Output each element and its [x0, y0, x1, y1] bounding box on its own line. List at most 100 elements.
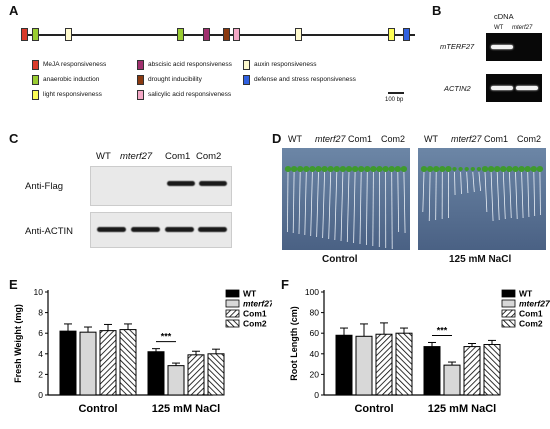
panel-label-c: C: [9, 131, 19, 146]
wb-band: [167, 181, 195, 186]
plate-nacl: [418, 148, 546, 250]
panel-label-b: B: [432, 3, 442, 18]
gel-band: [516, 86, 538, 90]
wb-lane-com1: Com1: [165, 151, 191, 162]
legend-swatch: [225, 309, 240, 318]
y-axis-label: Fresh Weight (mg): [13, 304, 23, 383]
bar-mterf27: [355, 335, 373, 396]
y-tick-label: 100: [305, 287, 319, 297]
seedling: [420, 166, 428, 213]
plate-lane-label: Com1: [484, 134, 509, 144]
seedling: [500, 166, 507, 220]
legend-label: Com2: [519, 319, 543, 329]
wb-band: [97, 227, 126, 232]
plate-lane-label: mterf27: [315, 134, 346, 144]
gel-row-mterf27: mTERF27: [440, 42, 475, 51]
legend-label: WT: [519, 289, 533, 299]
scale-bar-label: 100 bp: [385, 97, 404, 103]
legend-swatch: [137, 75, 144, 85]
gel-lane-mterf27: mterf27: [512, 25, 533, 31]
seedling: [315, 166, 322, 238]
bar-com1: [99, 330, 117, 396]
seedling: [394, 166, 401, 233]
cis-element-box: [403, 28, 410, 41]
panel-label-f: F: [281, 277, 289, 292]
gel-mterf27: [486, 33, 542, 61]
seedling: [303, 166, 310, 236]
seedling: [518, 166, 525, 219]
legend-swatch: [501, 319, 516, 328]
bar-wt: [59, 330, 77, 396]
plate-caption-control: Control: [322, 254, 358, 265]
seedling: [476, 167, 482, 192]
legend-swatch: [137, 90, 144, 100]
y-tick-label: 20: [310, 369, 320, 379]
cis-element-box: [65, 28, 72, 41]
cis-element-box: [233, 28, 240, 41]
y-tick-label: 40: [310, 349, 320, 359]
y-tick-label: 80: [310, 308, 320, 318]
legend-swatch: [32, 90, 39, 100]
wb-flag-membrane: [90, 166, 232, 206]
bar-com1: [375, 333, 393, 396]
panel-label-e: E: [9, 277, 18, 292]
seedling-drawing: [284, 166, 544, 250]
legend-swatch: [32, 75, 39, 85]
legend-swatch: [225, 299, 240, 308]
wb-band: [198, 227, 227, 232]
seedling: [530, 166, 537, 217]
cis-element-box: [32, 28, 39, 41]
legend-swatch: [32, 60, 39, 70]
seedling: [512, 166, 519, 220]
chart-root-length: 0 20 40 60 80 100 Root Length (cm) Control 125 m…: [289, 287, 550, 415]
panel-label-d: D: [272, 131, 282, 146]
legend-label: abscisic acid responsiveness: [148, 61, 232, 68]
legend-swatch: [225, 289, 240, 298]
y-tick-label: 10: [34, 287, 44, 297]
legend-label: WT: [243, 289, 257, 299]
category-label: 125 mM NaCl: [428, 403, 496, 415]
bar-mterf27: [167, 365, 185, 396]
plate-control: [282, 148, 410, 250]
legend-label: Com1: [519, 309, 543, 319]
legend-swatch: [501, 289, 516, 298]
bar-com1: [463, 346, 481, 396]
cdna-header: cDNA: [494, 12, 514, 21]
gel-lane-wt: WT: [494, 25, 504, 31]
bar-com2: [207, 353, 225, 396]
y-axis-label: Root Length (cm): [289, 306, 299, 381]
seedling: [439, 166, 446, 220]
wb-actin-membrane: [90, 212, 232, 248]
gel-band: [491, 45, 513, 49]
bar-mterf27: [79, 331, 97, 396]
seedling: [351, 166, 359, 244]
scale-bar: [388, 92, 404, 94]
category-label: Control: [78, 403, 117, 415]
seedling: [536, 166, 544, 216]
plate-lane-label: WT: [288, 134, 302, 144]
cis-element-box: [295, 28, 302, 41]
significance-marker: ***: [161, 332, 172, 342]
legend-label: mterf27: [519, 299, 550, 309]
cis-element-box: [388, 28, 395, 41]
plate-lane-label: Com1: [348, 134, 373, 144]
bar-mterf27: [443, 364, 461, 396]
legend-swatch: [243, 60, 250, 70]
seedling: [297, 166, 304, 235]
significance-marker: ***: [437, 325, 448, 335]
seedling: [321, 166, 328, 239]
bar-com2: [119, 329, 137, 396]
legend-label: mterf27: [243, 299, 272, 309]
seedling: [452, 167, 457, 196]
wb-row-anti-flag: Anti-Flag: [25, 181, 64, 192]
legend-label: Com1: [243, 309, 267, 319]
bar-wt: [335, 334, 353, 396]
seedling: [481, 166, 489, 213]
seedling: [327, 166, 334, 240]
seedling: [487, 166, 495, 222]
y-tick-label: 4: [38, 349, 43, 359]
legend-swatch: [225, 319, 240, 328]
wb-band: [131, 227, 160, 232]
legend-swatch: [501, 299, 516, 308]
y-tick-label: 2: [38, 369, 43, 379]
